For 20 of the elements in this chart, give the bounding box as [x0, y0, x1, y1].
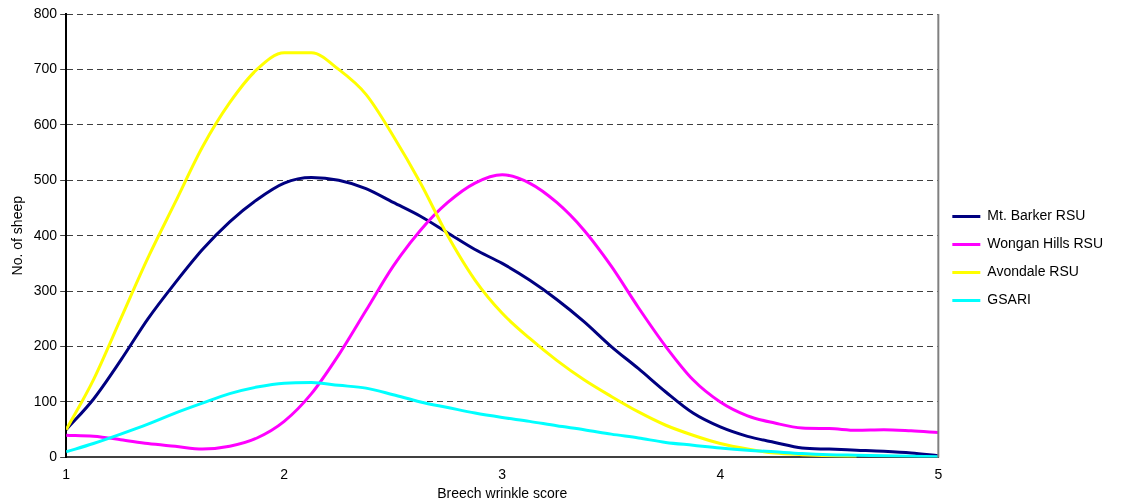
legend-label: Avondale RSU: [987, 263, 1079, 280]
x-tick-label: 5: [934, 465, 943, 482]
y-tick-label: 800: [33, 4, 58, 21]
x-tick-label: 3: [498, 465, 507, 482]
y-tick-label: 300: [33, 281, 58, 298]
y-tick-label: 200: [33, 337, 58, 354]
x-tick-label: 4: [716, 465, 725, 482]
x-axis-title: Breech wrinkle score: [437, 485, 568, 502]
x-tick-label: 2: [280, 465, 289, 482]
y-tick-label: 600: [33, 115, 58, 132]
legend-label: GSARI: [987, 291, 1031, 308]
legend-label: Wongan Hills RSU: [987, 235, 1103, 252]
legend-label: Mt. Barker RSU: [987, 207, 1086, 224]
y-tick-label: 0: [49, 448, 58, 465]
x-tick-label: 1: [62, 465, 71, 482]
y-tick-label: 100: [33, 392, 58, 409]
y-tick-label: 700: [33, 60, 58, 77]
y-tick-label: 500: [33, 171, 58, 188]
y-axis-title: No. of sheep: [9, 195, 26, 276]
y-tick-label: 400: [33, 226, 58, 243]
